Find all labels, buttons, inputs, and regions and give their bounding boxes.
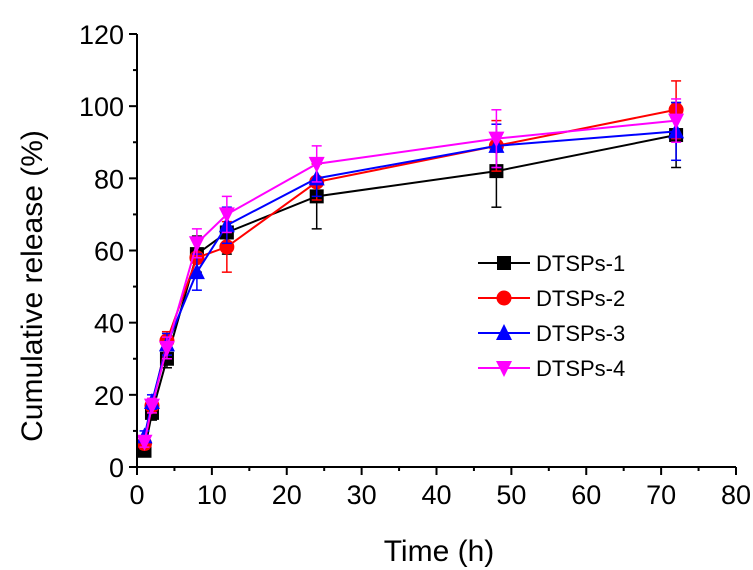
y-tick-label: 40 [94, 309, 124, 339]
legend-item-1: DTSPs-1 [478, 251, 625, 276]
data-point [308, 156, 325, 173]
x-tick-label: 40 [421, 480, 451, 510]
y-tick-label: 100 [79, 92, 124, 122]
legend-item-4: DTSPs-4 [478, 356, 625, 381]
x-tick-label: 70 [646, 480, 676, 510]
y-tick-label: 60 [94, 237, 124, 267]
plot-area [136, 80, 685, 458]
legend: DTSPs-1 DTSPs-2 DTSPs-3 DTSPs-4 [478, 251, 625, 381]
series-4 [136, 98, 685, 451]
legend-label: DTSPs-1 [536, 251, 625, 276]
y-tick-label: 80 [94, 164, 124, 194]
legend-marker [497, 256, 511, 270]
y-tick-label: 120 [79, 20, 124, 50]
data-point [136, 434, 153, 451]
legend-marker [496, 361, 512, 377]
data-point [188, 263, 205, 280]
x-tick-label: 0 [129, 480, 144, 510]
data-point [668, 113, 685, 130]
x-tick-label: 80 [721, 480, 751, 510]
y-tick-label: 0 [109, 453, 124, 483]
x-axis: 0 10 20 30 40 50 60 70 80 [129, 466, 751, 510]
data-point [488, 131, 505, 148]
series-1 [137, 101, 684, 458]
legend-item-2: DTSPs-2 [478, 286, 625, 311]
legend-item-3: DTSPs-3 [478, 321, 625, 346]
x-tick-label: 60 [571, 480, 601, 510]
y-axis-title: Cumulative release (%) [16, 130, 49, 442]
data-point [143, 398, 160, 415]
legend-marker [496, 324, 512, 340]
data-point [188, 236, 205, 253]
series-line [143, 130, 677, 437]
x-tick-label: 50 [496, 480, 526, 510]
legend-marker [496, 290, 512, 306]
data-point [218, 207, 235, 224]
legend-label: DTSPs-4 [536, 356, 625, 381]
y-axis: 0 20 40 60 80 100 120 [79, 20, 138, 483]
y-tick-label: 20 [94, 381, 124, 411]
x-tick-label: 10 [197, 480, 227, 510]
data-point [158, 340, 175, 357]
legend-label: DTSPs-2 [536, 286, 625, 311]
legend-label: DTSPs-3 [536, 321, 625, 346]
x-axis-title: Time (h) [384, 535, 495, 568]
x-tick-label: 20 [272, 480, 302, 510]
x-tick-label: 30 [347, 480, 377, 510]
series-line [143, 119, 677, 442]
series-line [143, 108, 677, 444]
